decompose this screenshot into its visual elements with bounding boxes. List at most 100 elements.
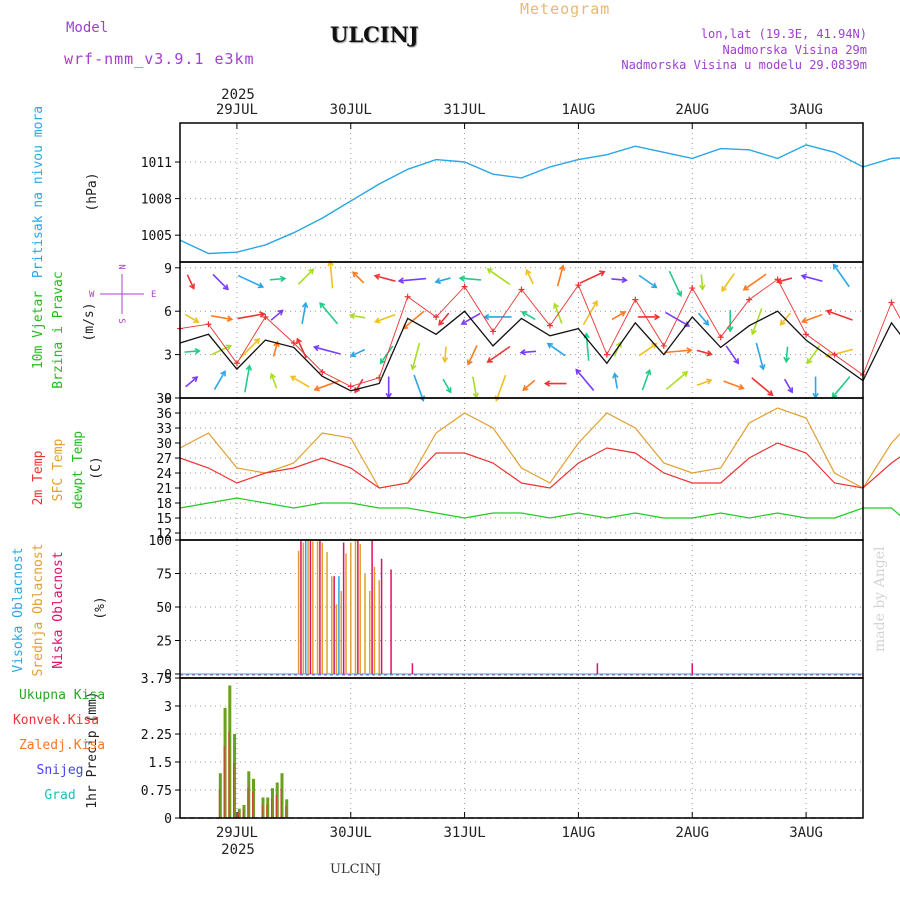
wind-arrow-head (482, 313, 490, 321)
wind-arrow-head (441, 356, 449, 364)
wind-arrow-head (733, 358, 740, 365)
compass-s: S (116, 318, 126, 323)
wind-arrow (520, 350, 537, 354)
wind-gust-marker (319, 368, 326, 375)
wind-arrow-head (194, 347, 201, 355)
precip-legend-item: Snijeg (37, 763, 84, 778)
wind-arrow-head (615, 341, 622, 348)
wind-arrow (210, 314, 232, 321)
precip-bar (252, 778, 256, 818)
station-title: ULCINJ (330, 22, 419, 47)
wind-arrow (547, 343, 566, 357)
wind-arrow (329, 261, 334, 289)
wind-arrow (487, 268, 511, 286)
cloud-title-low: Niska Oblacnost (51, 551, 66, 668)
wind-arrow (700, 274, 704, 290)
y-tick-label: 18 (156, 497, 172, 512)
precip-bar (261, 797, 265, 818)
wind-arrow (186, 274, 195, 289)
wind-gust-marker (490, 328, 497, 335)
wind-arrow-head (522, 384, 529, 391)
wind-arrow-head (546, 342, 554, 349)
precip-bar-conv (223, 746, 225, 818)
wind-unit: (m/s) (82, 302, 97, 341)
wind-arrow (697, 312, 709, 326)
wind-arrow (696, 379, 712, 386)
panel-frame (179, 677, 864, 819)
wind-arrow-head (222, 284, 229, 291)
temp-title-2m: 2m Temp (31, 450, 46, 505)
wind-arrow (413, 374, 425, 401)
precip-bar-conv (261, 804, 263, 818)
wind-compass: N S W E (89, 264, 156, 323)
wind-arrow-head (612, 372, 619, 379)
wind-arrow-head (599, 270, 606, 277)
y-tick-label: 0.75 (141, 784, 172, 799)
wind-arrow (237, 313, 265, 320)
wind-arrow-head (460, 319, 467, 325)
wind-gust-marker (290, 340, 297, 347)
wind-arrow (272, 341, 279, 357)
wind-gust-marker (660, 342, 667, 349)
wind-arrow (443, 346, 447, 362)
wind-arrow (723, 380, 744, 390)
wind-arrow-head (651, 282, 658, 289)
precip-bar-conv (233, 763, 235, 818)
wind-arrow (826, 310, 853, 321)
wind-arrow-head (779, 319, 786, 326)
wind-arrow (290, 375, 310, 388)
year-bottom-label: 2025 (221, 842, 255, 858)
wind-arrow (411, 342, 421, 370)
wind-gust-marker (376, 374, 383, 381)
wind-arrow (184, 350, 200, 353)
wind-gust-marker (404, 293, 411, 300)
wind-gust-marker (888, 299, 895, 306)
cloud-unit: (%) (93, 596, 108, 619)
wind-arrow-head (410, 364, 417, 371)
wind-arrow (777, 277, 793, 283)
precip-bar-conv (285, 805, 287, 818)
wind-arrow-head (621, 276, 628, 284)
cloud-title-high: Visoka Oblacnost (11, 547, 26, 672)
wind-arrow (826, 348, 853, 358)
day-label-top: 31JUL (444, 102, 486, 118)
day-label-top: 1AUG (562, 102, 596, 118)
panel-frame (179, 122, 864, 263)
wind-arrow-head (825, 309, 833, 316)
model-altitude-label: Nadmorska Visina u modelu 29.0839m (621, 58, 867, 72)
wind-arrow-head (750, 328, 757, 336)
pressure-line (179, 144, 900, 255)
y-tick-label: 3 (164, 700, 172, 715)
day-label-bottom: 2AUG (675, 825, 709, 841)
precip-legend-item: Grad (44, 788, 75, 803)
y-tick-label: 21 (156, 482, 172, 497)
y-tick-label: 15 (156, 512, 172, 527)
wind-arrow-head (726, 326, 734, 333)
wind-arrow (725, 345, 739, 364)
wind-arrow-head (189, 283, 196, 290)
wind-arrow (472, 376, 478, 398)
wind-arrow (319, 302, 339, 325)
wind-arrow-head (193, 317, 200, 323)
precip-bar-conv (270, 798, 273, 818)
wind-arrow (743, 273, 767, 291)
wind-title-line2: Brzina i Pravac (51, 271, 66, 388)
wind-arrow (212, 273, 229, 290)
wind-arrow (613, 373, 619, 389)
wind-arrow-head (783, 356, 790, 364)
wind-arrow-head (654, 313, 661, 321)
day-label-bottom: 31JUL (444, 825, 486, 841)
wind-gust-marker (603, 351, 610, 358)
temp-title-sfc: SFC Temp (51, 439, 66, 502)
precip-legend-item: Konvek.Kisa (13, 713, 99, 728)
wind-arrow-head (259, 311, 266, 318)
wind-arrow-head (379, 358, 386, 365)
wind-arrow (270, 373, 278, 389)
wind-arrow-head (592, 300, 598, 307)
wind-gust-marker (262, 313, 269, 320)
wind-arrow (785, 346, 789, 362)
precip-bar-conv (252, 792, 254, 818)
wind-arrow-head (308, 268, 315, 275)
wind-arrow (375, 313, 396, 323)
wind-arrow (239, 338, 260, 359)
